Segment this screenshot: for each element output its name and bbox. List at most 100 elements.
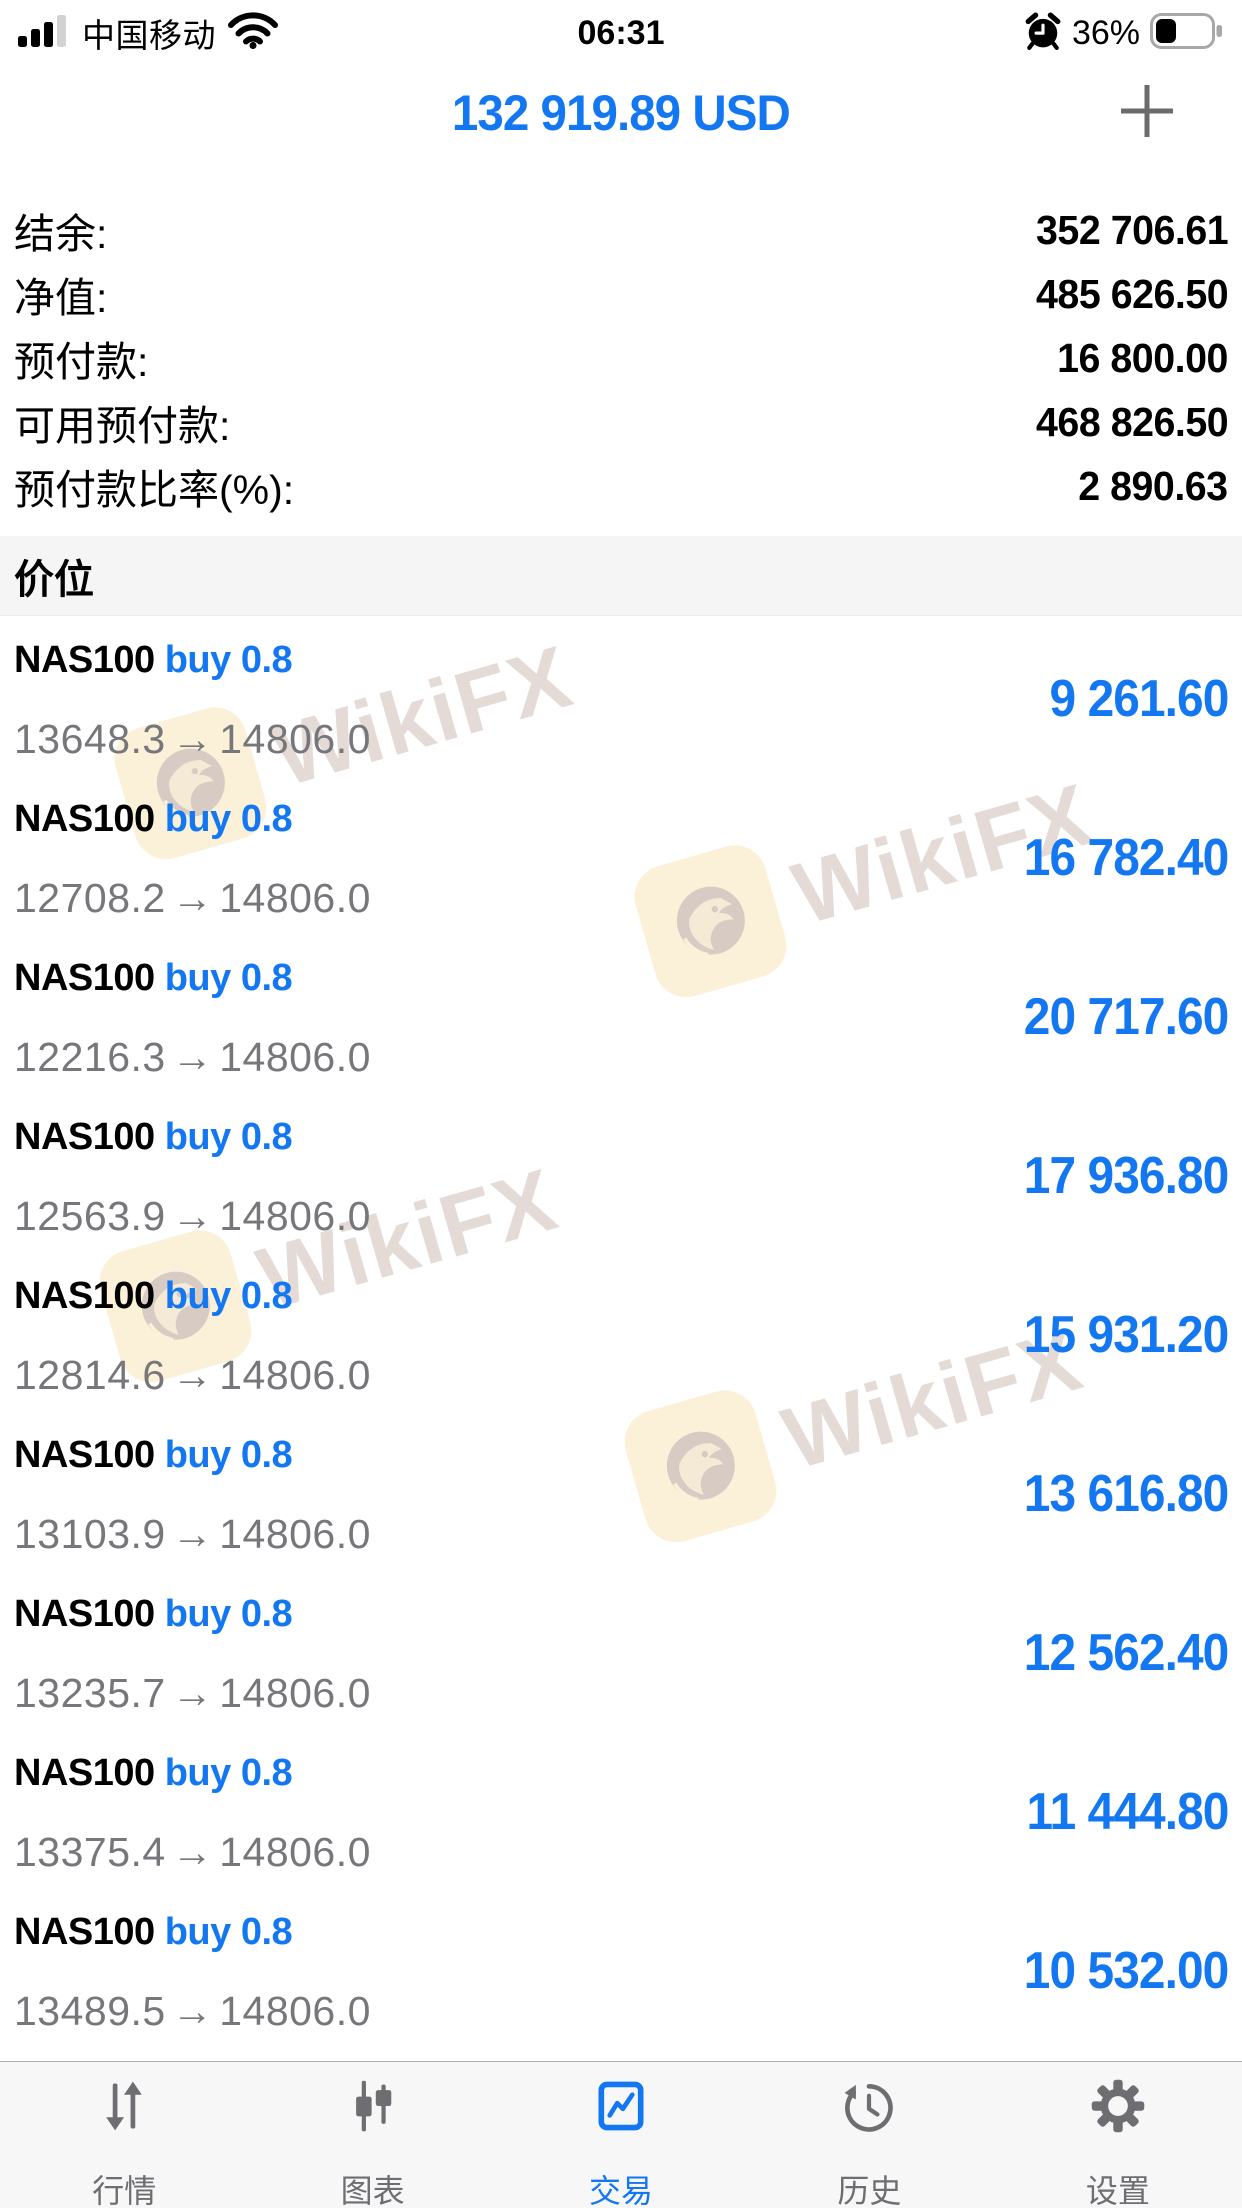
account-header: 132 919.89 USD bbox=[0, 60, 1242, 165]
clock-time: 06:31 bbox=[577, 14, 665, 52]
current-price: 14806.0 bbox=[219, 1193, 371, 1239]
position-symbol: NAS100 bbox=[14, 1275, 155, 1317]
positions-list: WikiFX WikiFX WikiFX bbox=[0, 616, 1242, 2062]
positions-section-title: 价位 bbox=[14, 557, 94, 602]
account-balance-title: 132 919.89 USD bbox=[452, 84, 791, 141]
open-price: 12814.6 bbox=[14, 1352, 166, 1398]
open-price: 12563.9 bbox=[14, 1193, 166, 1239]
summary-row-margin: 预付款: 16 800.00 bbox=[14, 326, 1228, 390]
trade-chart-icon bbox=[591, 2076, 651, 2136]
position-row[interactable]: NAS100 buy 0.8 12814.6 → 14806.0 15 931.20 bbox=[14, 1267, 1229, 1426]
position-row[interactable]: NAS100 buy 0.8 13103.9 → 14806.0 13 616.80 bbox=[14, 1426, 1229, 1585]
position-symbol: NAS100 bbox=[14, 1434, 155, 1476]
position-profit: 16 782.40 bbox=[1023, 829, 1228, 887]
open-price: 13489.5 bbox=[14, 1988, 166, 2034]
position-volume: 0.8 bbox=[240, 798, 293, 840]
tab-label: 行情 bbox=[92, 2173, 157, 2209]
cellular-signal-icon bbox=[18, 14, 70, 53]
position-side: buy bbox=[164, 1116, 232, 1158]
position-prices: 12708.2 → 14806.0 bbox=[14, 875, 1228, 922]
position-row[interactable]: NAS100 buy 0.8 12216.3 → 14806.0 20 717.60 bbox=[14, 949, 1229, 1108]
bottom-tab-bar: 行情 图表 交易 历史 bbox=[0, 2061, 1242, 2209]
position-profit: 20 717.60 bbox=[1023, 988, 1228, 1046]
open-price: 13235.7 bbox=[14, 1670, 166, 1716]
position-row[interactable]: NAS100 buy 0.8 13375.4 → 14806.0 11 444.80 bbox=[14, 1744, 1229, 1903]
position-symbol: NAS100 bbox=[14, 798, 155, 840]
open-price: 13648.3 bbox=[14, 716, 166, 762]
tab-label: 交易 bbox=[589, 2173, 654, 2209]
position-side: buy bbox=[164, 1752, 232, 1794]
alarm-clock-icon bbox=[1024, 12, 1062, 55]
position-prices: 13489.5 → 14806.0 bbox=[14, 1988, 1228, 2035]
arrow-right-icon: → bbox=[171, 1988, 214, 2034]
current-price: 14806.0 bbox=[219, 716, 371, 762]
position-side: buy bbox=[164, 1434, 232, 1476]
position-profit: 13 616.80 bbox=[1023, 1465, 1228, 1523]
position-profit: 15 931.20 bbox=[1023, 1306, 1228, 1364]
current-price: 14806.0 bbox=[219, 1670, 371, 1716]
position-prices: 12216.3 → 14806.0 bbox=[14, 1034, 1228, 1081]
summary-value: 2 890.63 bbox=[1078, 462, 1229, 509]
current-price: 14806.0 bbox=[219, 1034, 371, 1080]
position-row[interactable]: NAS100 buy 0.8 12563.9 → 14806.0 17 936.80 bbox=[14, 1108, 1229, 1267]
carrier-label: 中国移动 bbox=[82, 17, 216, 54]
current-price: 14806.0 bbox=[219, 1352, 371, 1398]
tab-label: 图表 bbox=[340, 2173, 405, 2209]
summary-row-free-margin: 可用预付款: 468 826.50 bbox=[14, 390, 1228, 454]
tab-label: 历史 bbox=[837, 2173, 902, 2209]
position-symbol: NAS100 bbox=[14, 957, 155, 999]
open-price: 12708.2 bbox=[14, 875, 166, 921]
battery-icon bbox=[1150, 12, 1224, 54]
position-side: buy bbox=[164, 957, 232, 999]
add-order-button[interactable] bbox=[1118, 82, 1176, 140]
position-side: buy bbox=[164, 1911, 232, 1953]
tab-label: 设置 bbox=[1085, 2173, 1150, 2209]
position-row[interactable]: NAS100 buy 0.8 12708.2 → 14806.0 16 782.40 bbox=[14, 790, 1229, 949]
candlestick-chart-icon bbox=[343, 2076, 403, 2136]
position-profit: 12 562.40 bbox=[1023, 1624, 1228, 1682]
tab-trade[interactable]: 交易 bbox=[497, 2062, 745, 2209]
position-side: buy bbox=[164, 639, 232, 681]
position-volume: 0.8 bbox=[240, 1752, 293, 1794]
summary-row-balance: 结余: 352 706.61 bbox=[14, 198, 1228, 262]
summary-value: 485 626.50 bbox=[1035, 270, 1229, 317]
position-volume: 0.8 bbox=[240, 1116, 293, 1158]
arrow-right-icon: → bbox=[171, 875, 214, 921]
tab-quotes[interactable]: 行情 bbox=[0, 2062, 248, 2209]
position-symbol: NAS100 bbox=[14, 1911, 155, 1953]
position-volume: 0.8 bbox=[240, 1593, 293, 1635]
position-row[interactable]: NAS100 buy 0.8 13235.7 → 14806.0 12 562.40 bbox=[14, 1585, 1229, 1744]
summary-label: 结余: bbox=[14, 211, 108, 257]
position-volume: 0.8 bbox=[240, 639, 293, 681]
arrows-up-down-icon bbox=[94, 2076, 154, 2136]
positions-section-header: 价位 bbox=[0, 536, 1242, 616]
plus-icon bbox=[1121, 85, 1173, 137]
current-price: 14806.0 bbox=[219, 1511, 371, 1557]
summary-label: 可用预付款: bbox=[14, 403, 231, 449]
current-price: 14806.0 bbox=[219, 1829, 371, 1875]
arrow-right-icon: → bbox=[171, 1352, 214, 1398]
position-symbol: NAS100 bbox=[14, 1116, 155, 1158]
tab-settings[interactable]: 设置 bbox=[994, 2062, 1242, 2209]
summary-value: 468 826.50 bbox=[1035, 398, 1229, 445]
position-profit: 10 532.00 bbox=[1023, 1942, 1228, 2000]
tab-charts[interactable]: 图表 bbox=[248, 2062, 496, 2209]
arrow-right-icon: → bbox=[171, 1829, 214, 1875]
position-prices: 13235.7 → 14806.0 bbox=[14, 1670, 1228, 1717]
position-profit: 9 261.60 bbox=[1049, 670, 1229, 728]
position-volume: 0.8 bbox=[240, 1275, 293, 1317]
position-volume: 0.8 bbox=[240, 1434, 293, 1476]
position-prices: 13103.9 → 14806.0 bbox=[14, 1511, 1228, 1558]
position-volume: 0.8 bbox=[240, 957, 293, 999]
position-profit: 11 444.80 bbox=[1026, 1783, 1229, 1841]
position-row[interactable]: NAS100 buy 0.8 13489.5 → 14806.0 10 532.00 bbox=[14, 1903, 1229, 2062]
arrow-right-icon: → bbox=[171, 1034, 214, 1080]
arrow-right-icon: → bbox=[171, 1670, 214, 1716]
open-price: 13103.9 bbox=[14, 1511, 166, 1557]
position-side: buy bbox=[164, 1593, 232, 1635]
summary-label: 净值: bbox=[14, 275, 108, 321]
tab-history[interactable]: 历史 bbox=[745, 2062, 993, 2209]
position-row[interactable]: NAS100 buy 0.8 13648.3 → 14806.0 9 261.60 bbox=[14, 631, 1229, 790]
summary-label: 预付款: bbox=[14, 339, 149, 385]
position-prices: 12563.9 → 14806.0 bbox=[14, 1193, 1228, 1240]
